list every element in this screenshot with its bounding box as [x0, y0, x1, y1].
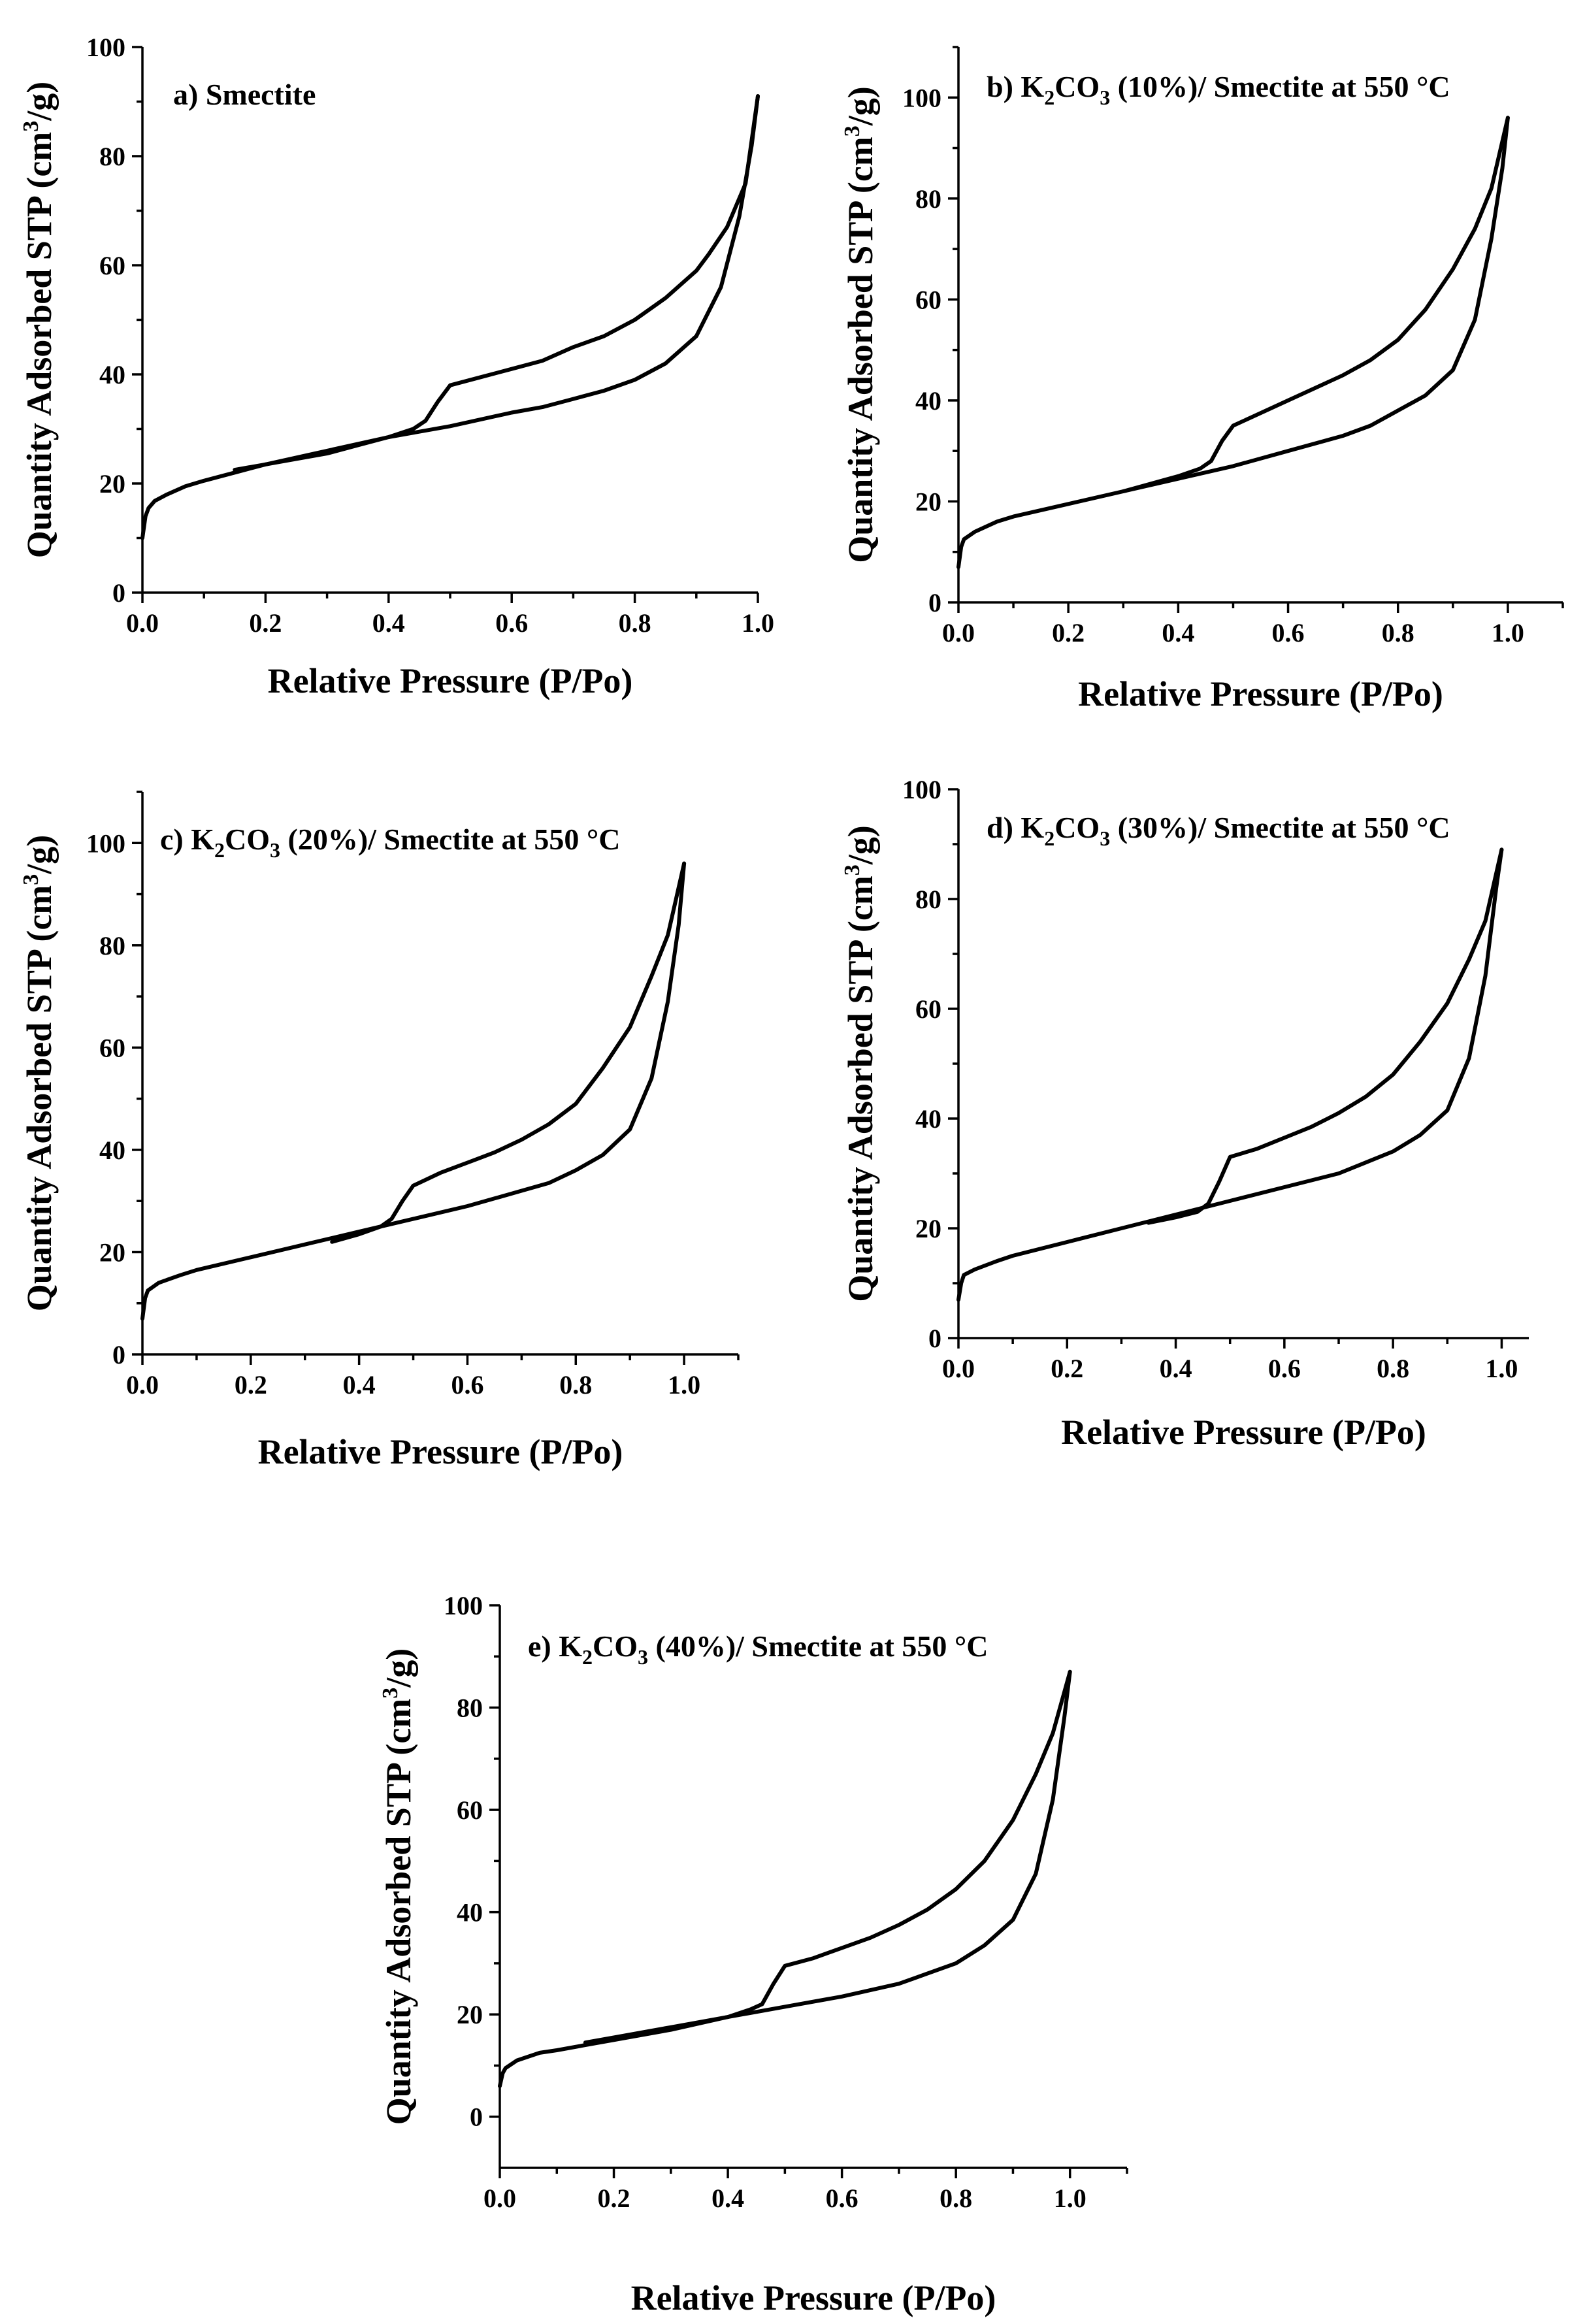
y-tick-label: 0 — [112, 578, 125, 608]
y-tick-label: 20 — [99, 1237, 125, 1267]
panel-b: 0.0 0.2 0.4 0.6 0.8 1.0 0 20 40 60 80 100 Relative P… — [840, 46, 1564, 713]
y-axis-label: Quantity Adsorbed STP (cm3/g) — [378, 1648, 418, 2125]
x-tick-label: 0.0 — [126, 608, 159, 638]
x-tick-label: 0.4 — [343, 1370, 376, 1399]
x-tick-label: 0.6 — [1268, 1354, 1301, 1383]
panel-a: 0.0 0.2 0.4 0.6 0.8 1.0 0 20 40 60 80 100 Relative P… — [19, 33, 774, 700]
y-tick-label: 0 — [928, 1324, 941, 1353]
x-tick-label: 0.6 — [826, 2184, 858, 2213]
x-tick-label: 0.8 — [1377, 1354, 1409, 1383]
x-tick-label: 0.2 — [598, 2184, 630, 2213]
y-tick-label: 60 — [99, 251, 125, 280]
adsorption-curve — [140, 94, 760, 540]
panel-title: b) K2CO3 (10%)/ Smectite at 550 °C — [987, 70, 1450, 109]
adsorption-curve — [956, 847, 1504, 1302]
y-tick-label: 20 — [99, 469, 125, 499]
y-tick-label: 40 — [915, 1104, 941, 1134]
y-tick-label: 60 — [99, 1033, 125, 1062]
x-tick-label: 0.2 — [1051, 1354, 1083, 1383]
x-tick-label: 1.0 — [742, 608, 774, 638]
y-tick-label: 20 — [915, 1214, 941, 1243]
x-tick-label: 0.2 — [1052, 618, 1085, 647]
y-tick-label: 100 — [86, 828, 125, 858]
panel-e: 0.0 0.2 0.4 0.6 0.8 1.0 0 20 40 60 80 100 Relative P… — [378, 1591, 1128, 2317]
panel-d: 0.0 0.2 0.4 0.6 0.8 1.0 0 20 40 60 80 100 Relative P… — [840, 775, 1529, 1452]
panel-title: d) K2CO3 (30%)/ Smectite at 550 °C — [987, 811, 1450, 850]
x-tick-label: 1.0 — [668, 1370, 700, 1399]
x-tick-label: 0.4 — [1160, 1354, 1192, 1383]
x-tick-label: 0.6 — [451, 1370, 483, 1399]
y-tick-label: 40 — [457, 1898, 483, 1927]
desorption-curve — [330, 861, 687, 1244]
y-axis-label: Quantity Adsorbed STP (cm3/g) — [840, 86, 880, 563]
y-tick-label: 100 — [444, 1591, 483, 1620]
y-tick-label: 20 — [915, 487, 941, 516]
y-axis-label: Quantity Adsorbed STP (cm3/g) — [19, 82, 59, 559]
x-axis-label: Relative Pressure (P/Po) — [1078, 674, 1443, 713]
x-tick-label: 0.4 — [1162, 618, 1194, 647]
y-tick-label: 0 — [112, 1340, 125, 1369]
desorption-curve — [1147, 847, 1504, 1225]
desorption-curve — [233, 94, 760, 472]
y-tick-label: 60 — [457, 1795, 483, 1825]
x-tick-label: 0.0 — [942, 618, 975, 647]
y-tick-label: 0 — [928, 588, 941, 617]
y-tick-label: 100 — [902, 775, 941, 804]
adsorption-curve — [140, 861, 687, 1321]
x-tick-label: 1.0 — [1485, 1354, 1518, 1383]
panel-title: c) K2CO3 (20%)/ Smectite at 550 °C — [160, 823, 620, 862]
x-tick-label: 0.0 — [126, 1370, 159, 1399]
adsorption-curve — [956, 116, 1510, 569]
y-tick-label: 0 — [470, 2103, 483, 2132]
panel-title: e) K2CO3 (40%)/ Smectite at 550 °C — [528, 1629, 988, 1669]
x-axis-label: Relative Pressure (P/Po) — [1061, 1413, 1426, 1452]
panel-c: 0.0 0.2 0.4 0.6 0.8 1.0 0 20 40 60 80 100 Relative P… — [19, 791, 740, 1471]
x-tick-label: 0.0 — [942, 1354, 975, 1383]
y-axis-label: Quantity Adsorbed STP (cm3/g) — [840, 825, 880, 1302]
y-tick-label: 80 — [457, 1694, 483, 1723]
x-tick-label: 0.8 — [619, 608, 651, 638]
y-tick-label: 80 — [915, 184, 941, 214]
y-tick-label: 80 — [99, 142, 125, 171]
y-tick-label: 80 — [915, 885, 941, 914]
y-tick-label: 100 — [86, 33, 125, 62]
x-tick-label: 0.4 — [711, 2184, 744, 2213]
x-tick-label: 0.8 — [940, 2184, 972, 2213]
y-tick-label: 40 — [99, 1136, 125, 1165]
x-tick-label: 0.4 — [372, 608, 405, 638]
y-tick-label: 60 — [915, 285, 941, 314]
x-tick-label: 0.8 — [559, 1370, 592, 1399]
y-tick-label: 100 — [902, 83, 941, 112]
x-tick-label: 0.6 — [495, 608, 528, 638]
panel-title: a) Smectite — [173, 78, 316, 111]
x-tick-label: 0.2 — [249, 608, 282, 638]
y-axis-label: Quantity Adsorbed STP (cm3/g) — [19, 835, 59, 1312]
x-axis-label: Relative Pressure (P/Po) — [268, 661, 633, 700]
y-tick-label: 60 — [915, 994, 941, 1024]
x-axis-label: Relative Pressure (P/Po) — [631, 2278, 996, 2317]
x-tick-label: 0.8 — [1382, 618, 1414, 647]
x-tick-label: 1.0 — [1492, 618, 1524, 647]
x-tick-label: 0.2 — [235, 1370, 267, 1399]
x-tick-label: 0.0 — [483, 2184, 516, 2213]
adsorption-curve — [498, 1669, 1072, 2088]
y-tick-label: 20 — [457, 2000, 483, 2029]
y-tick-label: 40 — [915, 386, 941, 416]
y-tick-label: 80 — [99, 931, 125, 960]
desorption-curve — [583, 1669, 1072, 2045]
x-tick-label: 1.0 — [1054, 2184, 1087, 2213]
desorption-curve — [1121, 116, 1510, 493]
x-tick-label: 0.6 — [1272, 618, 1305, 647]
x-axis-label: Relative Pressure (P/Po) — [258, 1432, 623, 1471]
y-tick-label: 40 — [99, 360, 125, 389]
